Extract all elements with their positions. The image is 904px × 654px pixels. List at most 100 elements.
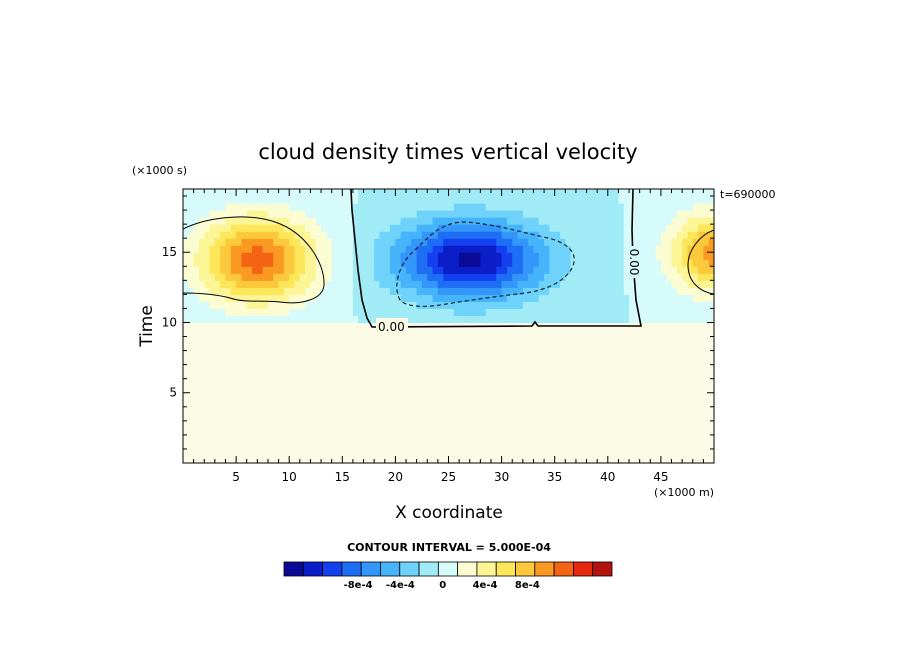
field-cell <box>374 266 381 274</box>
field-cell <box>321 210 327 218</box>
field-cell <box>655 280 662 288</box>
field-cell <box>379 224 386 232</box>
field-cell <box>289 294 296 303</box>
field-cell <box>299 210 306 218</box>
field-cell <box>703 280 710 288</box>
field-cell <box>220 266 227 274</box>
field-cell <box>644 210 651 218</box>
field-cell <box>443 203 450 211</box>
field-cell <box>671 252 678 260</box>
field-cell <box>703 217 710 225</box>
field-cell <box>310 189 317 197</box>
field-cell <box>262 259 269 267</box>
field-cell <box>560 294 566 303</box>
field-cell <box>501 203 508 211</box>
field-cell <box>464 196 471 204</box>
field-cell <box>246 245 253 253</box>
field-cell <box>267 266 274 274</box>
field-cell <box>198 203 205 211</box>
field-cell <box>193 273 200 281</box>
field-cell <box>682 301 689 310</box>
field-cell <box>310 224 317 232</box>
field-cell <box>368 315 375 324</box>
field-cell <box>475 210 481 218</box>
field-cell <box>315 203 322 211</box>
field-cell <box>602 203 609 211</box>
field-cell <box>294 231 301 239</box>
field-cell <box>315 252 322 260</box>
field-cell <box>634 203 641 211</box>
field-cell <box>262 203 269 211</box>
field-cell <box>660 301 667 310</box>
field-cell <box>220 294 227 303</box>
field-cell <box>708 308 714 317</box>
field-cell <box>671 217 678 225</box>
field-cell <box>283 196 290 204</box>
field-cell <box>406 196 412 204</box>
field-cell <box>347 203 354 211</box>
field-cell <box>406 259 412 267</box>
field-cell <box>538 273 545 281</box>
field-cell <box>634 238 641 246</box>
field-cell <box>512 266 519 274</box>
field-cell <box>549 252 556 260</box>
field-cell <box>183 266 189 274</box>
field-cell <box>384 273 391 281</box>
field-cell <box>570 217 577 225</box>
field-cell <box>453 287 460 295</box>
field-cell <box>225 217 232 225</box>
field-cell <box>602 252 609 260</box>
field-cell <box>294 245 301 253</box>
field-cell <box>379 301 386 310</box>
field-cell <box>671 315 678 324</box>
field-cell <box>395 294 402 303</box>
field-cell <box>682 252 689 260</box>
field-cell <box>666 266 673 274</box>
field-cell <box>236 231 243 239</box>
field-cell <box>692 308 699 317</box>
field-cell <box>554 315 561 324</box>
field-cell <box>586 238 593 246</box>
field-cell <box>597 294 604 303</box>
field-cell <box>379 196 386 204</box>
field-cell <box>443 308 450 317</box>
field-cell <box>480 273 487 281</box>
field-cell <box>597 280 604 288</box>
field-cell <box>336 287 343 295</box>
field-cell <box>634 196 641 204</box>
field-cell <box>506 224 513 232</box>
field-cell <box>342 224 349 232</box>
field-cell <box>565 315 572 324</box>
field-cell <box>395 308 402 317</box>
field-cell <box>613 252 620 260</box>
field-cell <box>294 203 301 211</box>
field-cell <box>607 280 614 288</box>
field-cell <box>554 273 561 281</box>
field-cell <box>698 259 704 267</box>
field-cell <box>666 280 673 288</box>
field-cell <box>581 196 588 204</box>
field-cell <box>560 203 566 211</box>
field-cell <box>666 301 673 310</box>
field-cell <box>390 294 396 303</box>
field-cell <box>289 217 296 225</box>
field-cell <box>384 245 391 253</box>
field-cell <box>342 273 349 281</box>
field-cell <box>209 259 216 267</box>
field-cell <box>528 196 535 204</box>
field-cell <box>443 238 450 246</box>
field-cell <box>517 287 524 295</box>
field-cell <box>591 217 598 225</box>
field-cell <box>390 231 396 239</box>
field-cell <box>607 245 614 253</box>
field-cell <box>262 287 269 295</box>
field-cell <box>453 203 460 211</box>
field-cell <box>629 315 635 324</box>
field-cell <box>703 203 710 211</box>
field-cell <box>475 217 481 225</box>
field-cell <box>708 259 714 267</box>
field-cell <box>475 203 481 211</box>
field-cell <box>676 245 683 253</box>
field-cell <box>554 301 561 310</box>
field-cell <box>671 224 678 232</box>
